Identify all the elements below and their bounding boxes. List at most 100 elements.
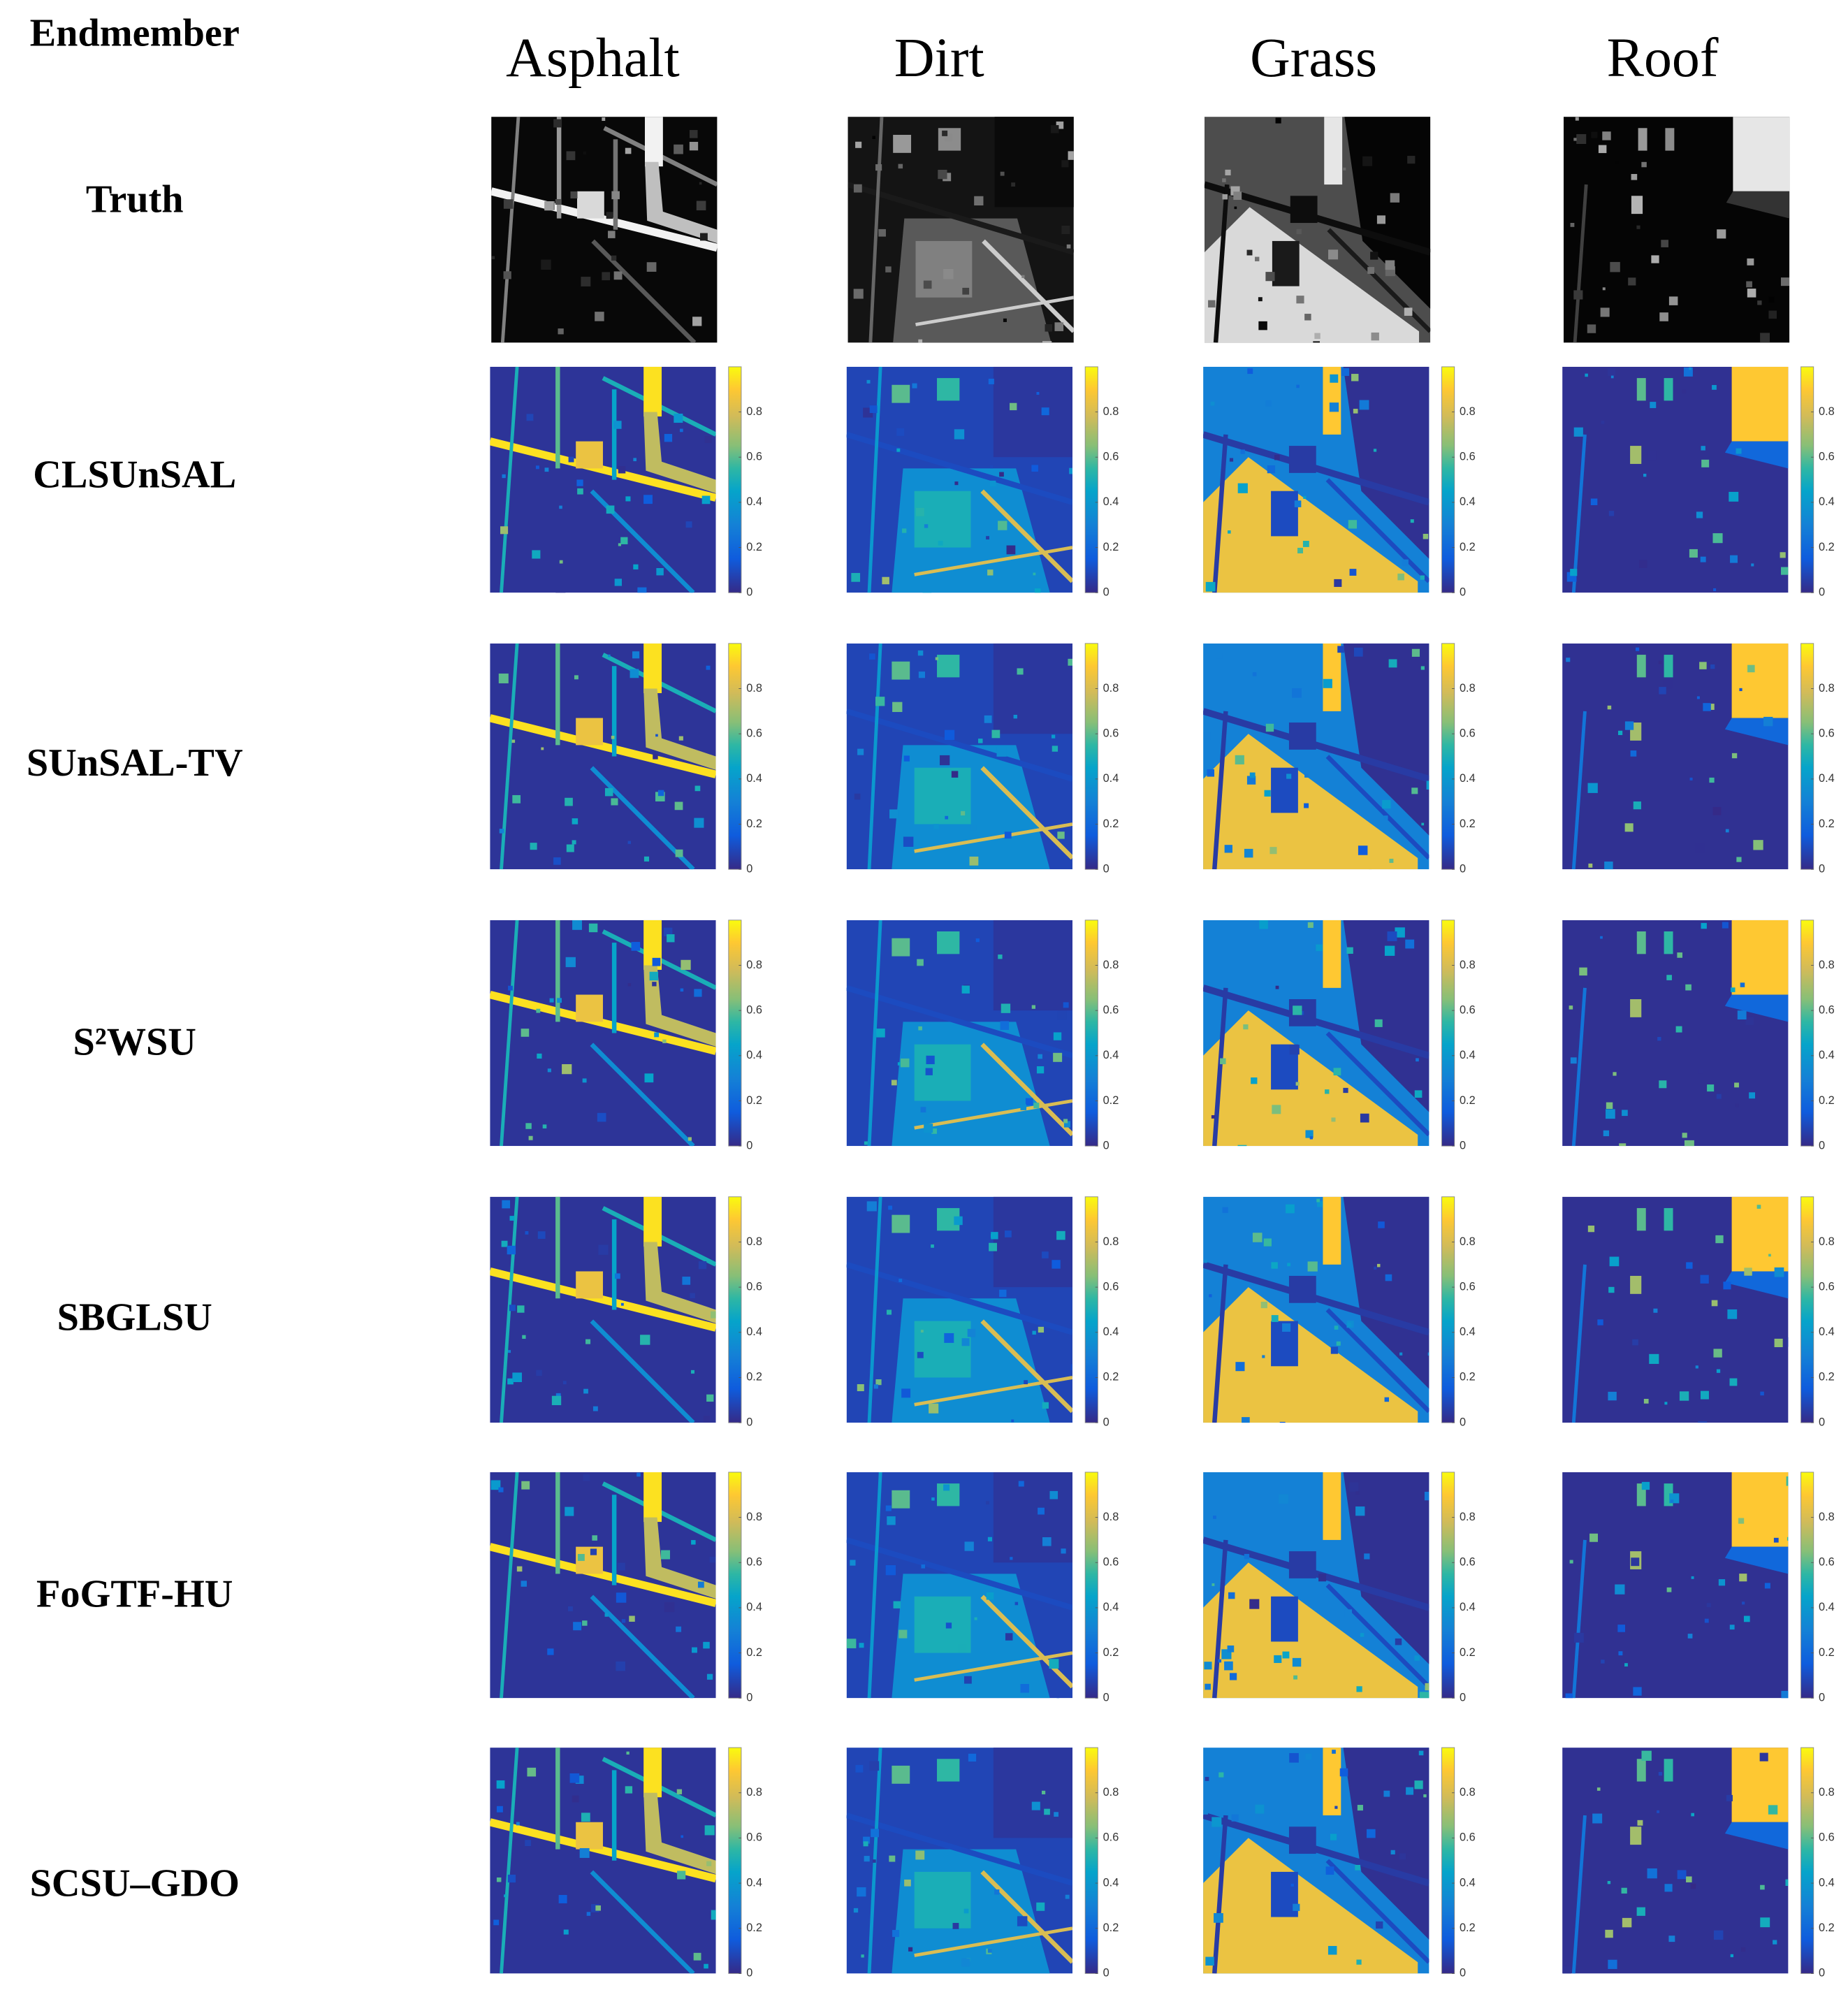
map-speckle <box>1033 572 1036 576</box>
map-speckle <box>572 818 579 825</box>
map-speckle <box>1427 1352 1429 1356</box>
map-speckle <box>1005 1230 1012 1237</box>
map-speckle <box>1042 1251 1049 1258</box>
map-speckle <box>694 785 701 792</box>
map-speckle <box>964 1676 972 1684</box>
map-road <box>500 1196 519 1423</box>
map-speckle <box>674 801 683 811</box>
map-road <box>914 1926 1073 1957</box>
colorbar-tick-label: 0 <box>746 862 752 875</box>
map-road <box>868 117 884 343</box>
map-speckle <box>1608 1286 1615 1293</box>
map-speckle <box>1760 1884 1765 1890</box>
colorbar-tick-label: 0.8 <box>1103 959 1119 971</box>
colorbar-tick-label: 0.2 <box>1819 1371 1835 1383</box>
map-speckle <box>549 998 554 1003</box>
map-speckle <box>1760 1917 1770 1928</box>
map-speckle <box>611 798 618 806</box>
map-speckle <box>846 1639 857 1648</box>
map-speckle <box>1643 473 1647 477</box>
map-speckle <box>869 1761 880 1771</box>
map-speckle <box>963 1908 969 1914</box>
colorbar-tick-label: 0.8 <box>1819 682 1835 695</box>
map-speckle <box>1751 563 1754 567</box>
map-region <box>1636 1759 1646 1782</box>
map-speckle <box>990 480 996 487</box>
map-speckle <box>1420 575 1425 580</box>
colorbar-tick-label: 0 <box>1103 586 1109 599</box>
map-speckle <box>1773 1940 1777 1945</box>
map-speckle <box>656 567 664 576</box>
map-speckle <box>503 271 511 279</box>
map-speckle <box>1587 783 1598 793</box>
map-speckle <box>1041 407 1049 416</box>
row-label: CLSUnSAL <box>33 453 236 496</box>
map-speckle <box>1730 987 1736 992</box>
colorbar-tick-label: 0.4 <box>746 772 762 785</box>
map-speckle <box>574 675 579 680</box>
map-region <box>1636 378 1646 401</box>
map-speckle <box>618 465 626 474</box>
map-speckle <box>1269 847 1277 855</box>
map-speckle <box>1243 1024 1249 1030</box>
colorbar-tick-label: 0 <box>1460 1139 1466 1152</box>
map-speckle <box>521 1481 530 1490</box>
map-speckle <box>1624 1663 1628 1667</box>
map-road <box>914 822 1073 853</box>
map-speckle <box>1000 1021 1010 1030</box>
map-speckle <box>1780 277 1789 286</box>
map-speckle <box>1570 569 1578 576</box>
map-speckle <box>562 1063 572 1075</box>
map-speckle <box>1049 1659 1059 1669</box>
map-speckle <box>1407 156 1416 164</box>
map-speckle <box>954 1216 963 1226</box>
map-speckle <box>1274 1655 1282 1663</box>
abundance-map <box>1203 1748 1429 1974</box>
map-speckle <box>525 1840 532 1847</box>
colorbar-tick-label: 0 <box>1460 586 1466 599</box>
map-region <box>1630 1275 1642 1294</box>
map-speckle <box>872 136 876 140</box>
map-speckle <box>945 133 953 142</box>
map-speckle <box>490 1480 501 1490</box>
map-road <box>1325 1859 1429 1964</box>
map-speckle <box>1414 1655 1420 1661</box>
map-speckle <box>1389 859 1394 863</box>
map-speckle <box>509 1305 516 1312</box>
map-region <box>1203 1562 1418 1699</box>
colorbar-tick-label: 0.8 <box>1460 405 1476 418</box>
map-speckle <box>1331 1117 1336 1122</box>
map-region <box>643 1792 716 1875</box>
map-speckle <box>1376 1263 1381 1268</box>
map-speckle <box>1334 579 1342 587</box>
map-speckle <box>1213 1516 1216 1519</box>
colorbar-tick-label: 0 <box>1103 1416 1109 1428</box>
map-speckle <box>1606 1102 1613 1109</box>
map-road <box>846 708 1073 782</box>
map-speckle <box>1718 1579 1726 1586</box>
map-speckle <box>629 1615 635 1622</box>
map-speckle <box>1374 1019 1383 1027</box>
map-speckle <box>970 825 977 831</box>
map-speckle <box>1286 774 1292 779</box>
map-region <box>1664 378 1673 401</box>
map-road <box>1212 1539 1228 1699</box>
map-speckle <box>1013 714 1017 719</box>
colorbar-tick-label: 0.2 <box>746 541 762 553</box>
map-speckle <box>1010 402 1017 411</box>
map-speckle <box>1424 1491 1429 1501</box>
map-speckle <box>1649 1353 1659 1364</box>
map-speckle <box>1722 922 1729 929</box>
map-region <box>993 1196 1073 1288</box>
map-speckle <box>1601 1659 1605 1664</box>
map-speckle <box>701 495 711 504</box>
map-speckle <box>857 1383 864 1391</box>
colorbar-tick-label: 0.4 <box>1819 1049 1835 1061</box>
map-speckle <box>1068 151 1074 160</box>
map-region <box>893 134 912 153</box>
map-speckle <box>1325 1089 1330 1094</box>
map-speckle <box>1686 1876 1692 1882</box>
map-speckle <box>572 840 576 845</box>
map-speckle <box>967 1328 976 1337</box>
map-speckle <box>1070 1364 1073 1371</box>
